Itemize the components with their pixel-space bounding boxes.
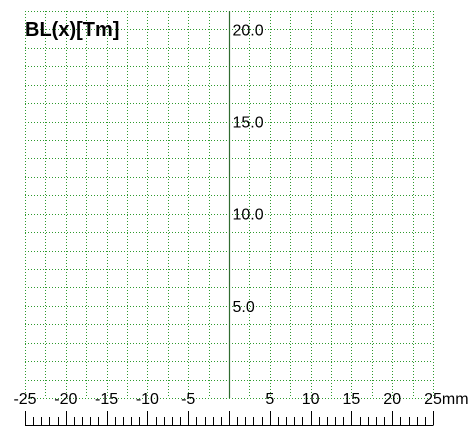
chart-title: BL(x)[Tm] (25, 19, 119, 41)
y-tick-labels: 5.0 10.0 15.0 20.0 (233, 22, 264, 315)
x-tick-label: -5 (181, 391, 195, 408)
y-tick-label: 15.0 (233, 115, 264, 132)
x-tick-label: -10 (136, 391, 159, 408)
x-tick-label: -25 (13, 391, 36, 408)
y-tick-label: 5.0 (233, 299, 255, 316)
x-ruler (25, 411, 434, 426)
x-tick-label: 20 (383, 391, 401, 408)
x-tick-labels: -25 -20 -15 -10 -5 5 10 15 20 25mm (13, 391, 468, 408)
x-tick-label: 10 (302, 391, 320, 408)
x-tick-label: 5 (265, 391, 274, 408)
y-tick-label: 20.0 (233, 22, 264, 39)
x-tick-label: 15 (343, 391, 361, 408)
x-tick-label: -20 (54, 391, 77, 408)
y-tick-label: 10.0 (233, 207, 264, 224)
x-tick-label: 25mm (424, 391, 468, 408)
x-tick-label: -15 (95, 391, 118, 408)
